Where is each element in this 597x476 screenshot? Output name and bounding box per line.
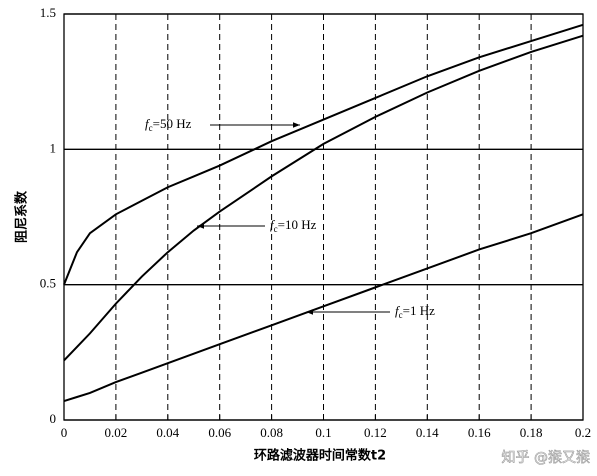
label-part: f <box>270 217 276 232</box>
series-label: fc=10 Hz <box>270 217 317 234</box>
label-part: =10 Hz <box>278 217 317 232</box>
series-label: fc=50 Hz <box>145 116 192 133</box>
x-tick-label: 0.06 <box>208 425 231 440</box>
label-part: c <box>149 123 153 133</box>
label-part: c <box>399 310 403 320</box>
x-tick-label: 0.12 <box>364 425 387 440</box>
label-part: =50 Hz <box>153 116 192 131</box>
x-tick-label: 0.04 <box>156 425 179 440</box>
x-tick-label: 0.08 <box>260 425 283 440</box>
y-tick-label: 0.5 <box>40 276 56 291</box>
x-tick-label: 0.02 <box>105 425 128 440</box>
label-part: f <box>395 303 401 318</box>
label-part: c <box>274 224 278 234</box>
x-tick-label: 0.2 <box>575 425 591 440</box>
x-tick-label: 0.18 <box>520 425 543 440</box>
series-label: fc=1 Hz <box>395 303 435 320</box>
label-part: f <box>145 116 151 131</box>
y-tick-label: 0 <box>50 411 57 426</box>
y-axis-label: 阻尼系数 <box>14 190 30 243</box>
line-series <box>63 34 584 362</box>
line-series <box>63 23 584 286</box>
label-part: =1 Hz <box>403 303 435 318</box>
watermark: 知乎 @猴又猴 <box>502 449 590 466</box>
line-series <box>63 213 584 403</box>
x-tick-label: 0.16 <box>468 425 491 440</box>
x-tick-label: 0 <box>61 425 68 440</box>
x-tick-label: 0.14 <box>416 425 439 440</box>
y-tick-label: 1 <box>50 140 57 155</box>
x-tick-label: 0.1 <box>315 425 331 440</box>
x-axis-label: 环路滤波器时间常数t2 <box>254 448 386 464</box>
plot-frame <box>63 13 584 421</box>
y-tick-label: 1.5 <box>40 5 56 20</box>
